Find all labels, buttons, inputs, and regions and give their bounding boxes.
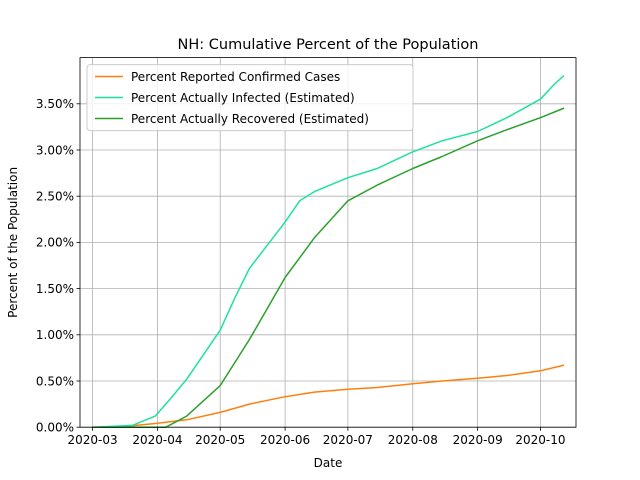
y-tick-label: 1.50% xyxy=(36,282,74,296)
y-tick-label: 3.50% xyxy=(36,97,74,111)
x-tick-label: 2020-04 xyxy=(132,433,182,447)
x-tick-label: 2020-05 xyxy=(195,433,245,447)
series-line-1 xyxy=(91,364,565,428)
series-line-2 xyxy=(91,75,565,428)
y-tick-label: 3.00% xyxy=(36,143,74,157)
y-axis-label: Percent of the Population xyxy=(6,167,20,318)
y-tick-label: 2.00% xyxy=(36,236,74,250)
y-tick-label: 2.50% xyxy=(36,190,74,204)
y-tick-label: 1.00% xyxy=(36,328,74,342)
x-tick-label: 2020-09 xyxy=(453,433,503,447)
x-tick-label: 2020-07 xyxy=(323,433,373,447)
x-tick-label: 2020-08 xyxy=(388,433,438,447)
x-axis-ticks: 2020-03 2020-04 2020-05 2020-06 2020-07 2020-… xyxy=(67,427,565,447)
y-axis-ticks: 0.00% 0.50% 1.00% 1.50% 2.00% 2.50% 3.00% 3.50% xyxy=(36,97,80,435)
series-lines xyxy=(91,75,565,428)
x-tick-label: 2020-03 xyxy=(67,433,117,447)
legend-label: Percent Actually Recovered (Estimated) xyxy=(131,112,369,126)
legend-label: Percent Actually Infected (Estimated) xyxy=(131,91,355,105)
y-tick-label: 0.00% xyxy=(36,421,74,435)
legend-box xyxy=(86,64,414,132)
x-tick-label: 2020-10 xyxy=(515,433,565,447)
legend: Percent Reported Confirmed Cases Percent … xyxy=(86,64,414,132)
chart-title: NH: Cumulative Percent of the Population xyxy=(178,37,479,53)
legend-label: Percent Reported Confirmed Cases xyxy=(131,70,340,84)
y-tick-label: 0.50% xyxy=(36,374,74,388)
series-line-3 xyxy=(91,107,565,428)
x-tick-label: 2020-06 xyxy=(260,433,310,447)
x-axis-label: Date xyxy=(314,456,343,470)
